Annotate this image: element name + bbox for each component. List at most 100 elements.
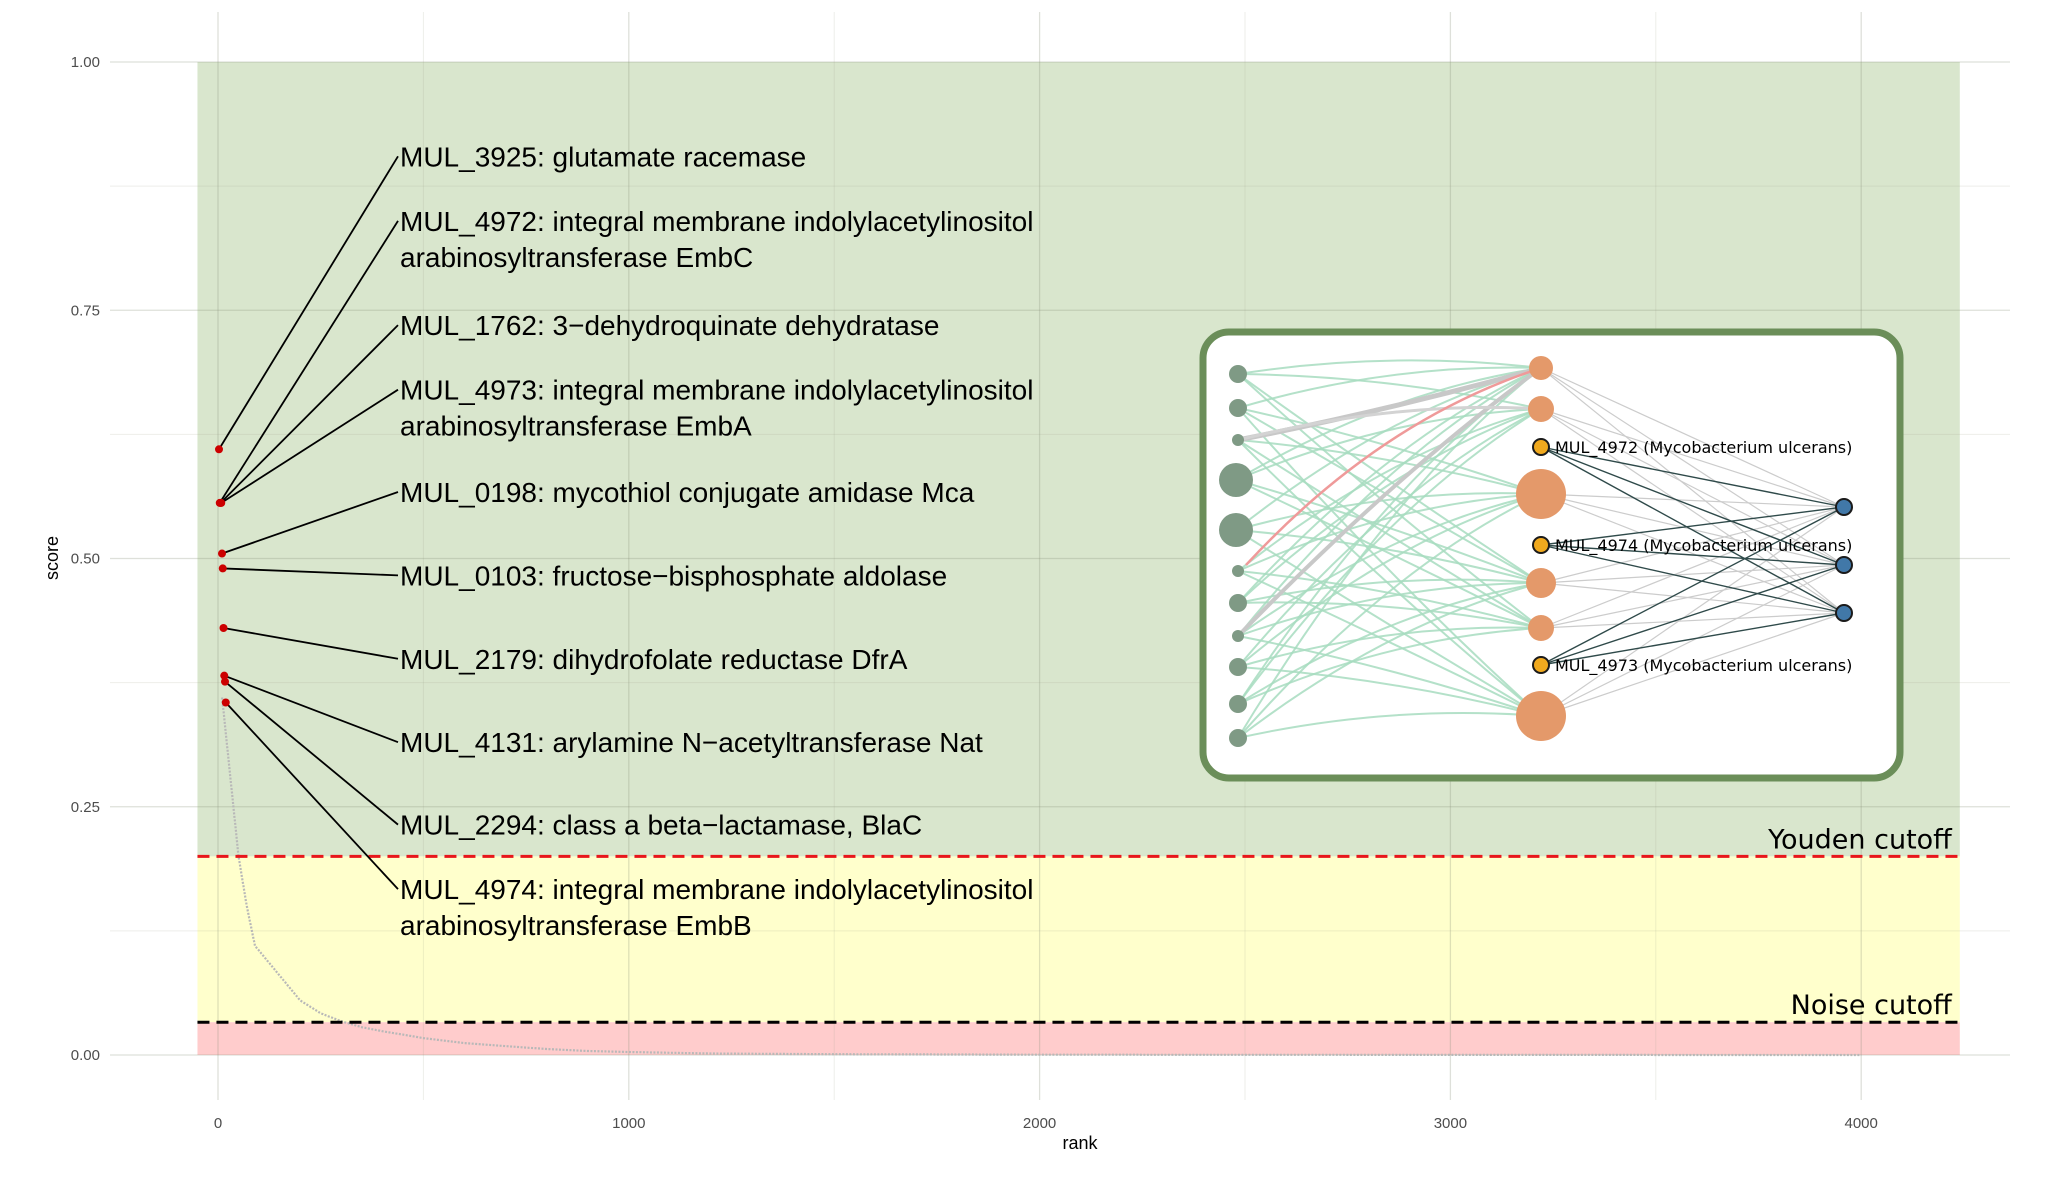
x-tick-label: 1000 (612, 1115, 645, 1132)
edge (1237, 582, 1542, 705)
edge (1540, 506, 1845, 546)
data-point (217, 498, 226, 507)
edge (1540, 544, 1845, 566)
edge (1237, 407, 1542, 495)
gene-label: MUL_4973 (Mycobacterium ulcerans) (1555, 656, 1852, 676)
leader-line (223, 627, 399, 660)
edge (1237, 373, 1542, 584)
edge (1540, 506, 1845, 717)
leader-line (222, 567, 399, 577)
y-tick-label: 0.25 (71, 799, 100, 816)
y-axis-title: score (42, 536, 62, 580)
y-tick-label: 1.00 (71, 54, 100, 71)
data-point (218, 549, 226, 558)
edge (1540, 564, 1845, 666)
point-label: MUL_0103: fructose−bisphosphate aldolase (400, 560, 947, 591)
leader-line (223, 674, 399, 744)
edge-heavy (1237, 405, 1542, 442)
edge (1237, 439, 1542, 629)
edge (1237, 666, 1542, 717)
leader-line (220, 388, 399, 504)
edge (1540, 408, 1845, 566)
x-tick-label: 0 (214, 1115, 222, 1132)
leader-line (225, 701, 399, 890)
point-label: MUL_4131: arylamine N−acetyltransferase … (400, 727, 983, 758)
leader-line (224, 680, 399, 826)
leader-line (219, 324, 399, 504)
mid-node (1529, 356, 1553, 380)
edge (1237, 627, 1542, 705)
edge (1237, 439, 1542, 717)
edge (1237, 493, 1542, 637)
edge (1540, 446, 1845, 508)
axes: 0 1000 2000 3000 4000 0.00 0.25 0.50 0.75 1.00 ran… (42, 54, 1878, 1153)
edge (1540, 367, 1845, 566)
edge (1540, 582, 1845, 614)
edge (1540, 408, 1845, 614)
edge (1540, 564, 1845, 629)
gene-node (1532, 656, 1550, 674)
left-node (1232, 630, 1244, 642)
edge (1540, 506, 1845, 629)
edge (1237, 367, 1542, 739)
edge (1235, 492, 1542, 531)
edge (1237, 408, 1542, 705)
right-node (1835, 556, 1853, 574)
edge (1237, 582, 1542, 739)
mid-node (1528, 396, 1554, 422)
grey-edges (1540, 367, 1845, 717)
gene-node (1532, 536, 1550, 554)
edge (1237, 712, 1542, 739)
gene-label: MUL_4972 (Mycobacterium ulcerans) (1555, 438, 1852, 458)
right-node (1835, 498, 1853, 516)
edge (1540, 446, 1845, 614)
left-node (1229, 658, 1247, 676)
left-node (1229, 729, 1247, 747)
edge (1237, 367, 1542, 637)
edge (1235, 479, 1542, 584)
mid-node (1516, 469, 1566, 519)
gene-label: MUL_4974 (Mycobacterium ulcerans) (1555, 536, 1852, 556)
mid-node (1526, 568, 1556, 598)
cutoff-lines: Youden cutoff Noise cutoff (197, 824, 1960, 1024)
data-point (221, 677, 229, 686)
band-2 (197, 1022, 1960, 1055)
edge (1540, 612, 1845, 629)
left-node (1229, 365, 1247, 383)
edge (1237, 493, 1542, 572)
x-tick-label: 2000 (1023, 1115, 1056, 1132)
y-tick-label: 0.75 (71, 302, 100, 319)
edge (1540, 367, 1845, 508)
edge (1237, 367, 1542, 604)
leader-line (218, 220, 399, 504)
right-node (1835, 604, 1853, 622)
edge (1540, 367, 1845, 614)
left-node (1229, 695, 1247, 713)
edge (1540, 564, 1845, 717)
edge (1540, 408, 1845, 508)
data-point (220, 671, 229, 680)
point-label: MUL_0198: mycothiol conjugate amidase Mc… (400, 477, 975, 508)
left-node (1229, 399, 1247, 417)
annotation-leaders (218, 155, 399, 890)
edge (1237, 407, 1542, 717)
edge-heavy (1236, 366, 1543, 638)
edge (1237, 626, 1542, 668)
left-node (1232, 434, 1244, 446)
dark-edges (1540, 446, 1845, 666)
edge (1540, 446, 1845, 566)
mid-node (1516, 691, 1566, 741)
edge-red (1245, 366, 1542, 566)
left-node (1219, 463, 1253, 497)
mid-node (1528, 615, 1554, 641)
network-inset: MUL_4972 (Mycobacterium ulcerans) MUL_497… (1199, 328, 1904, 782)
point-label: arabinosyltransferase EmbC (400, 242, 753, 273)
edge (1540, 506, 1845, 666)
cutoff-label: Noise cutoff (1791, 990, 1954, 1021)
left-node (1229, 594, 1247, 612)
edge (1237, 493, 1542, 668)
point-label: arabinosyltransferase EmbA (400, 411, 752, 442)
point-label: arabinosyltransferase EmbB (400, 910, 752, 941)
edge (1237, 570, 1542, 629)
